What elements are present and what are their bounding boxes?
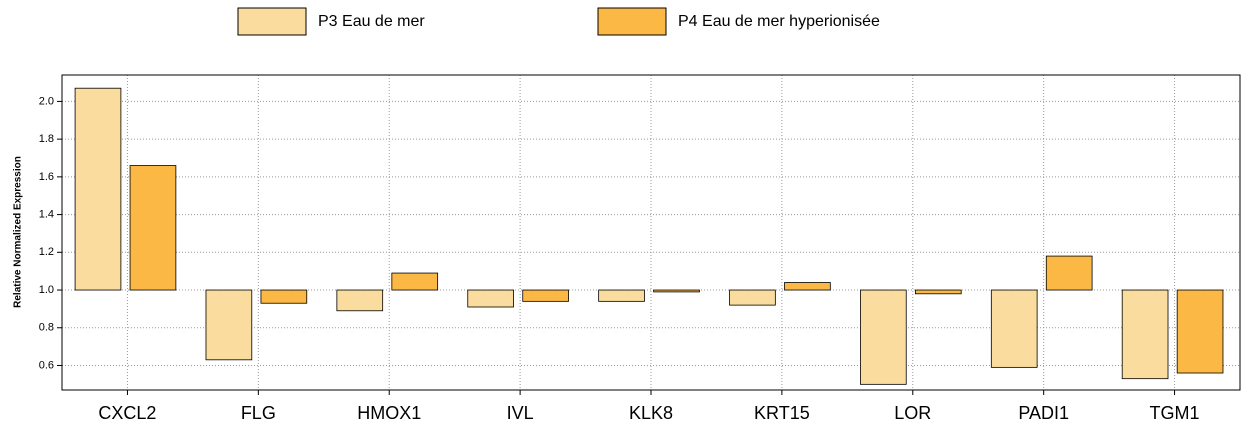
bar <box>990 289 1038 368</box>
y-tick-label: 1.0 <box>39 284 54 296</box>
bar <box>653 289 700 293</box>
bar <box>1176 289 1224 374</box>
bar <box>129 165 177 291</box>
bar <box>598 289 645 302</box>
x-tick-label: TGM1 <box>1150 403 1200 423</box>
bar <box>260 289 308 304</box>
bar <box>729 289 776 306</box>
bar <box>522 289 569 302</box>
y-axis-label: Relative Normalized Expression <box>13 156 24 308</box>
x-tick-label: HMOX1 <box>357 403 421 423</box>
x-tick-label: PADI1 <box>1018 403 1069 423</box>
y-tick-label: 1.6 <box>39 171 54 183</box>
x-tick-label: LOR <box>894 403 931 423</box>
bar <box>336 289 384 312</box>
legend-swatch <box>597 7 667 36</box>
bar <box>205 289 253 361</box>
y-tick-label: 1.8 <box>39 133 54 145</box>
bar <box>860 289 907 385</box>
x-tick-label: FLG <box>241 403 276 423</box>
x-tick-label: KRT15 <box>754 403 810 423</box>
legend-label: P3 Eau de mer <box>318 13 425 30</box>
x-tick-label: CXCL2 <box>98 403 156 423</box>
bar <box>1045 255 1093 291</box>
legend-label: P4 Eau de mer hyperionisée <box>678 13 880 30</box>
bar <box>784 282 831 291</box>
bar <box>391 272 439 291</box>
bar <box>467 289 514 308</box>
y-tick-label: 0.8 <box>39 322 54 334</box>
bar <box>1121 289 1169 380</box>
y-tick-label: 2.0 <box>39 95 54 107</box>
bar <box>914 289 962 295</box>
y-tick-label: 1.4 <box>39 208 54 220</box>
y-tick-label: 1.2 <box>39 246 54 258</box>
bar <box>74 87 122 291</box>
y-tick-label: 0.6 <box>39 359 54 371</box>
x-tick-label: IVL <box>507 403 534 423</box>
x-tick-label: KLK8 <box>629 403 673 423</box>
legend-swatch <box>237 7 307 36</box>
